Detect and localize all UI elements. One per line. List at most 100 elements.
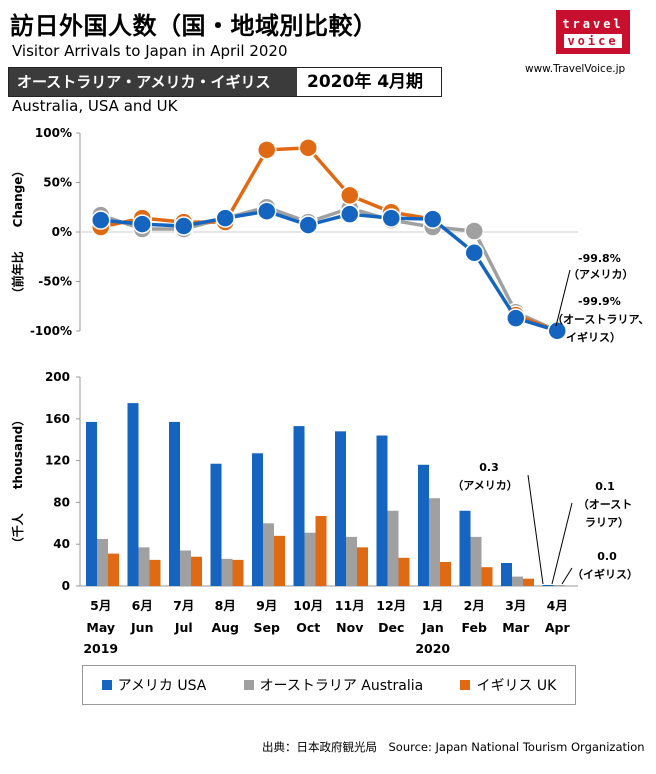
chart-canvas: 100% 50% 0% -50% -100% （前年比 Change） -99.8% （アメリ… bbox=[10, 126, 649, 656]
line-point-usa bbox=[340, 204, 360, 224]
bar-y-tick-label: 80 bbox=[53, 495, 70, 509]
banner-countries: オーストラリア・アメリカ・イギリス bbox=[9, 68, 297, 96]
line-point-usa bbox=[257, 201, 277, 221]
line-point-uk bbox=[298, 138, 318, 158]
bar-australia bbox=[470, 536, 482, 586]
line-point-usa bbox=[132, 214, 152, 234]
legend-uk-label: イギリス UK bbox=[476, 678, 557, 694]
bar-australia bbox=[346, 536, 357, 586]
bar-australia bbox=[97, 538, 108, 586]
bar-usa bbox=[169, 421, 180, 586]
bar-y-tick-label: 40 bbox=[53, 537, 70, 551]
x-tick-label-en: May bbox=[86, 620, 115, 635]
x-tick-label-en: Oct bbox=[296, 620, 320, 635]
bar-usa bbox=[418, 464, 429, 586]
bar-usa bbox=[252, 453, 263, 586]
x-tick-label-jp: 4月 bbox=[547, 598, 568, 613]
bar-annotation-usa-leader bbox=[527, 474, 544, 585]
bar-usa bbox=[86, 421, 97, 586]
x-tick-label-jp: 12月 bbox=[376, 598, 406, 613]
x-year-label-2019: 2019 bbox=[83, 641, 118, 656]
bar-y-tick-label: 120 bbox=[45, 454, 70, 468]
legend-usa-swatch bbox=[101, 680, 112, 690]
x-tick-label-jp: 6月 bbox=[132, 598, 153, 613]
logo-bottom: voice bbox=[564, 33, 622, 48]
travelvoice-logo: travel voice bbox=[556, 10, 630, 54]
bar-uk bbox=[274, 535, 285, 586]
bar-australia bbox=[304, 532, 316, 586]
line-annotation-aus-uk-value: -99.9% bbox=[578, 295, 621, 308]
x-tick-label-jp: 11月 bbox=[335, 598, 365, 613]
x-tick-label-en: Jan bbox=[421, 620, 444, 635]
bar-y-axis-title: （千人 thousand） bbox=[10, 414, 25, 549]
x-tick-label-jp: 8月 bbox=[215, 598, 236, 613]
bar-australia bbox=[512, 576, 523, 586]
line-y-tick-label: -100% bbox=[30, 324, 72, 338]
bar-usa bbox=[335, 431, 346, 586]
line-point-usa bbox=[423, 209, 443, 229]
x-tick-label-en: Mar bbox=[502, 620, 530, 635]
source-note: 出典：日本政府観光局 Source: Japan National Touris… bbox=[262, 740, 645, 754]
x-tick-label-jp: 10月 bbox=[293, 598, 323, 613]
banner-period: 2020年 4月期 bbox=[297, 68, 441, 96]
line-y-axis-title: （前年比 Change） bbox=[10, 165, 25, 300]
legend: アメリカ USA オーストラリア Australia イギリス UK bbox=[82, 665, 576, 705]
region-banner: オーストラリア・アメリカ・イギリス 2020年 4月期 bbox=[8, 67, 442, 97]
bar-australia bbox=[263, 523, 274, 586]
bar-uk bbox=[523, 578, 534, 586]
site-url: www.TravelVoice.jp bbox=[525, 63, 626, 75]
bar-usa bbox=[501, 563, 512, 586]
bar-uk bbox=[149, 559, 161, 586]
bar-usa bbox=[459, 510, 471, 586]
bar-annotation-uk-label: （イギリス） bbox=[572, 567, 638, 581]
bar-uk bbox=[108, 553, 119, 586]
x-tick-label-en: Aug bbox=[211, 620, 239, 635]
x-tick-label-jp: 1月 bbox=[422, 598, 443, 613]
x-tick-label-en: Jul bbox=[174, 620, 193, 635]
line-point-usa bbox=[91, 210, 111, 230]
line-point-uk bbox=[257, 140, 277, 160]
line-annotation-usa-value: -99.8% bbox=[578, 252, 621, 265]
line-point-uk bbox=[340, 185, 360, 206]
logo-top: travel bbox=[562, 16, 624, 31]
page-subtitle: Visitor Arrivals to Japan in April 2020 bbox=[12, 42, 288, 60]
bar-uk bbox=[315, 515, 327, 586]
x-tick-label-jp: 9月 bbox=[256, 598, 277, 613]
x-tick-label-en: Feb bbox=[462, 620, 488, 635]
line-annotation-usa-leader bbox=[555, 269, 571, 327]
line-annotation-aus-uk-label: （オーストラリア、 bbox=[552, 313, 649, 326]
bar-usa bbox=[542, 585, 554, 586]
x-tick-label-jp: 3月 bbox=[505, 598, 526, 613]
x-tick-label-en: Sep bbox=[254, 620, 280, 635]
bar-annotation-aus-label2: ラリア） bbox=[585, 516, 629, 529]
line-point-usa bbox=[464, 243, 484, 263]
bar-annotation-uk-leader bbox=[561, 567, 573, 585]
bar-australia bbox=[387, 510, 399, 586]
bar-uk bbox=[191, 556, 202, 586]
legend-uk-swatch bbox=[460, 680, 471, 690]
region-english: Australia, USA and UK bbox=[12, 97, 178, 115]
x-tick-label-en: Apr bbox=[545, 620, 571, 635]
line-point-usa bbox=[381, 208, 401, 228]
bar-annotation-aus-leader bbox=[551, 502, 573, 585]
line-point-usa bbox=[298, 215, 318, 235]
bar-australia bbox=[180, 550, 191, 586]
bar-y-tick-label: 200 bbox=[45, 370, 70, 384]
bar-annotation-aus-label: （オースト bbox=[578, 498, 632, 511]
bar-usa bbox=[293, 426, 305, 586]
legend-australia-label: オーストラリア Australia bbox=[259, 678, 424, 694]
bar-y-tick-label: 0 bbox=[62, 579, 70, 593]
line-y-tick-label: 100% bbox=[35, 126, 72, 140]
bar-usa bbox=[376, 435, 388, 586]
line-point-usa bbox=[174, 216, 194, 236]
line-y-tick-label: -50% bbox=[38, 275, 72, 289]
x-tick-label-jp: 2月 bbox=[464, 598, 485, 613]
bar-y-tick-label: 160 bbox=[45, 412, 70, 426]
bar-uk bbox=[398, 557, 410, 586]
x-year-label-2020: 2020 bbox=[415, 641, 450, 656]
x-tick-label-jp: 7月 bbox=[173, 598, 194, 613]
line-annotation-usa-label: （アメリカ） bbox=[568, 268, 633, 281]
bar-australia bbox=[221, 558, 233, 586]
bar-australia bbox=[429, 498, 440, 586]
line-series-uk bbox=[100, 146, 558, 333]
